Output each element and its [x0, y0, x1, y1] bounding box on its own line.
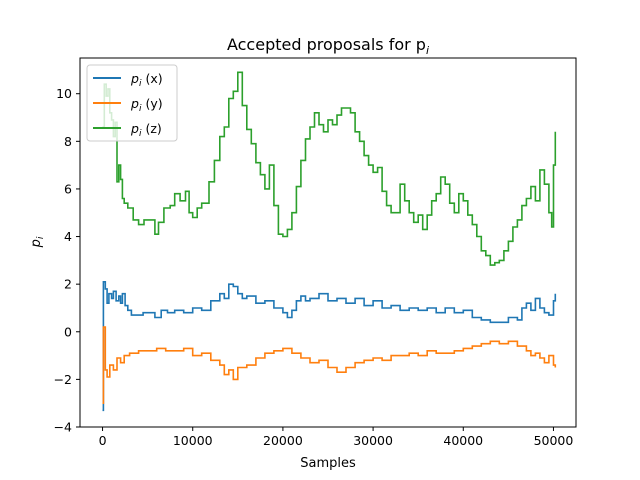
y-tick-label: 6	[64, 181, 72, 196]
y-tick-label: 2	[64, 277, 72, 292]
series-line-x	[102, 281, 557, 412]
y-axis-label: pi	[29, 236, 46, 248]
legend-label-z: pi (z)	[130, 121, 162, 139]
x-axis-label: Samples	[300, 456, 356, 471]
series-line-y	[102, 326, 557, 404]
x-tick-label: 30000	[353, 433, 393, 448]
y-tick-label: −2	[54, 372, 72, 387]
x-tick-label: 10000	[173, 433, 213, 448]
y-tick-label: 4	[64, 229, 72, 244]
plot-frame	[79, 57, 577, 428]
y-tick-label: 0	[64, 324, 72, 339]
y-tick-label: 10	[56, 86, 72, 101]
legend-label-y: pi (y)	[130, 96, 163, 114]
series-line-z	[102, 71, 557, 266]
x-tick-label: 0	[99, 433, 107, 448]
y-axis: −4 −2 0 2 4 6 8 10	[54, 86, 80, 435]
x-axis: 0 10000 20000 30000 40000 50000	[99, 427, 574, 448]
chart-title: Accepted proposals for pi	[227, 35, 429, 57]
y-axis-label-group: pi	[29, 236, 46, 248]
legend-label-x: pi (x)	[130, 71, 163, 89]
y-tick-label: −4	[54, 420, 72, 435]
x-tick-label: 20000	[263, 433, 303, 448]
legend: pi (x) pi (y) pi (z)	[86, 64, 178, 142]
x-tick-label: 50000	[534, 433, 574, 448]
y-tick-label: 8	[64, 134, 72, 149]
legend-box	[86, 64, 178, 142]
plot-area	[102, 71, 557, 412]
x-tick-label: 40000	[443, 433, 483, 448]
